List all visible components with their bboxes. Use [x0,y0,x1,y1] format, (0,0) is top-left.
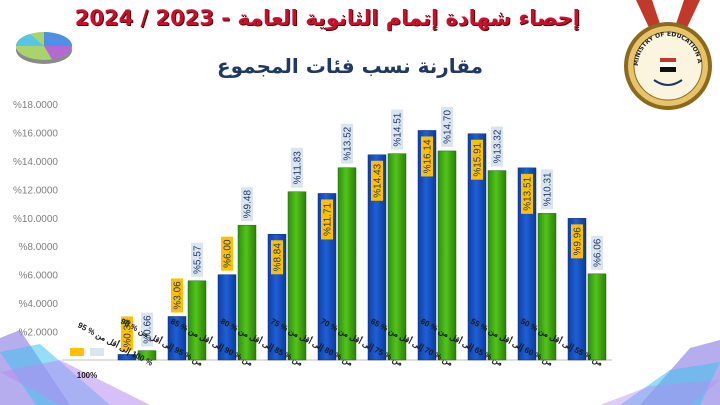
bar-series-2 [387,153,407,361]
bar-series-1 [167,316,187,361]
y-tick-label: %8.0000 [19,242,59,253]
y-tick-label: %6.0000 [19,271,59,282]
bar-series-2 [487,170,507,361]
bar-series-1 [217,274,237,361]
data-label-box-series-1 [521,173,533,214]
data-label-box-series-2 [341,123,353,164]
data-label-box-series-2 [291,147,303,188]
data-label-box-series-1 [121,316,133,351]
data-label-series-2: %14.70 [443,110,454,144]
data-label-series-2: %10.31 [543,172,554,206]
data-label-box-series-1 [321,199,333,240]
y-tick-label: %4.0000 [19,299,59,310]
y-tick-label: %10.0000 [13,214,58,225]
y-tick-label: %16.0000 [13,128,58,139]
data-label-series-1: %9.96 [573,227,584,256]
data-label-box-series-2 [191,242,203,277]
data-label-box-series-1 [171,278,183,313]
data-label-series-1: %0.39 [123,319,134,348]
data-label-box-series-1 [471,139,483,180]
data-label-series-1: %6.00 [223,239,234,268]
data-label-box-series-2 [491,126,503,167]
data-label-box-series-1 [571,224,583,259]
bar-series-1 [117,354,137,361]
data-label-series-2: %6.06 [593,238,604,267]
data-label-series-2: %9.48 [243,190,254,219]
data-label-box-series-1 [221,236,233,271]
y-tick-label: %12.0000 [13,185,58,196]
page-title: إحصاء شهادة إتمام الثانوية العامة - 2023… [74,6,580,30]
data-label-box-series-2 [241,187,253,222]
x-tick-label: 100% [77,371,97,380]
data-label-box-series-2 [391,109,403,150]
empty-marker-series-1 [70,348,84,356]
empty-marker-series-2 [90,348,104,356]
bar-series-2 [287,191,307,361]
bar-series-2 [587,273,607,361]
data-label-series-1: %13.51 [523,176,534,210]
bar-series-1 [467,133,487,361]
y-tick-label: %18.0000 [13,100,58,111]
data-label-series-1: %3.06 [173,281,184,310]
bar-series-2 [137,350,157,361]
bar-series-1 [367,154,387,361]
bar-series-2 [237,224,257,361]
data-label-box-series-2 [541,169,553,210]
bar-series-1 [517,167,537,361]
data-label-box-series-1 [271,240,283,275]
data-label-box-series-2 [441,106,453,147]
data-label-series-1: %15.91 [473,142,484,176]
data-label-box-series-1 [421,136,433,177]
data-label-series-2: %11.83 [293,151,304,185]
ministry-seal: MINISTRY OF EDUCATION AND TECHNICAL EDUC… [622,0,712,110]
data-label-series-2: %13.32 [493,129,504,163]
page-subtitle: مقارنة نسب فئات المجموع [216,54,484,78]
bar-series-2 [437,150,457,361]
data-label-series-2: %5.57 [193,245,204,274]
data-label-series-1: %14.43 [373,163,384,197]
bar-chart: %2.0000 %4.0000 %6.0000 %8.0000 %10.0000 %12.… [13,100,612,380]
y-tick-label: %2.0000 [19,328,59,339]
data-label-series-2: %14.51 [393,112,404,146]
data-label-series-2: %0.66 [143,315,154,344]
bar-series-1 [417,130,437,361]
bar-series-2 [187,280,207,361]
data-label-series-1: %11.71 [323,202,334,236]
data-label-series-1: %8.84 [273,243,284,272]
data-label-box-series-1 [371,160,383,201]
data-label-box-series-2 [141,312,153,347]
pie-chart-icon [16,32,73,64]
data-label-series-2: %13.52 [343,126,354,160]
data-label-box-series-2 [591,235,603,270]
data-label-series-1: %16.14 [423,139,434,173]
bar-series-2 [337,167,357,361]
bar-series-2 [537,213,557,361]
y-tick-label: %14.0000 [13,157,58,168]
